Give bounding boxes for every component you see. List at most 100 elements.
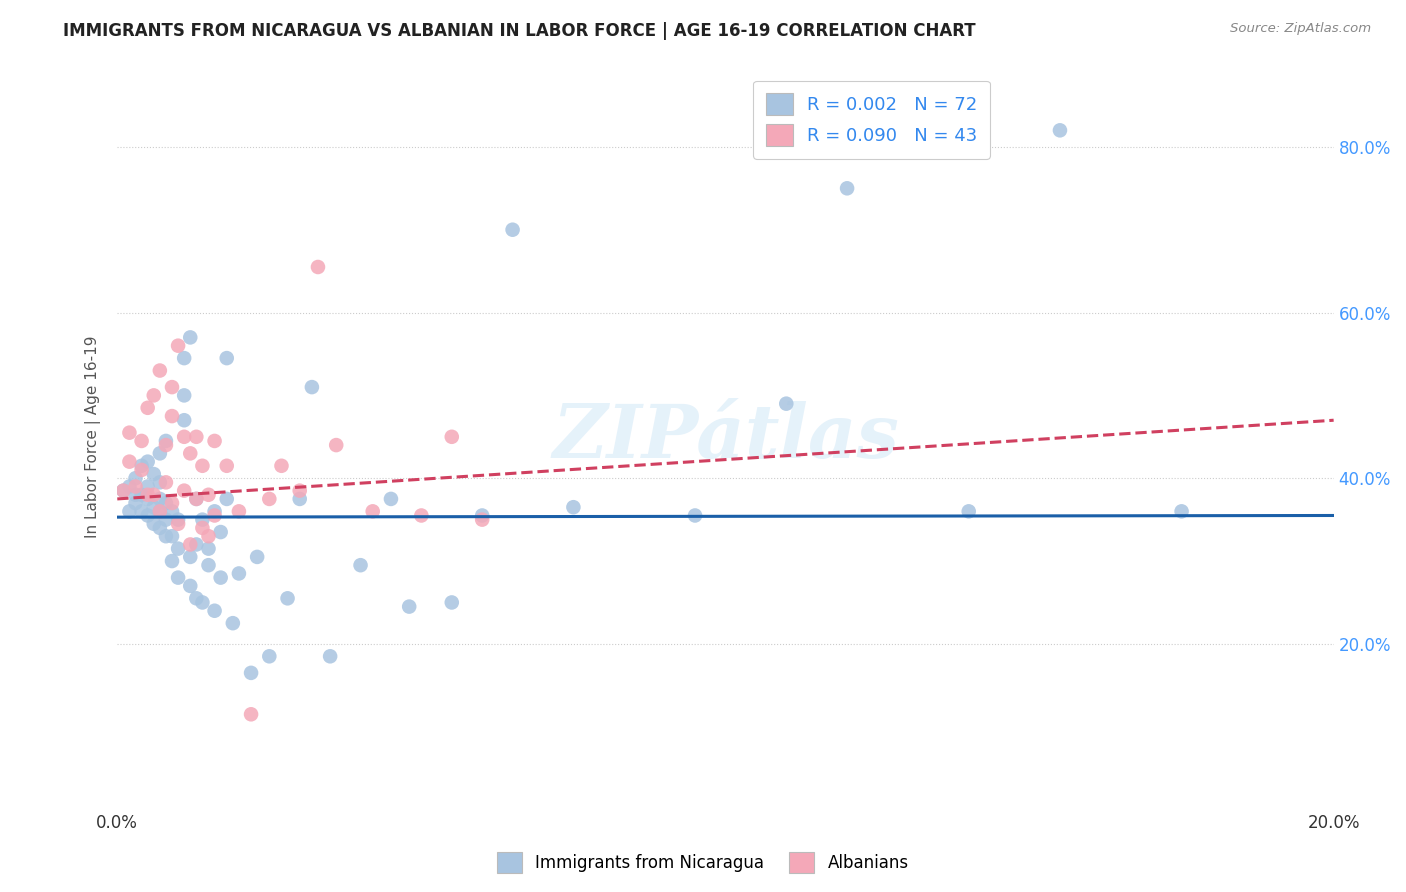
Point [240, 707, 263, 722]
Point [398, 599, 420, 614]
Point [142, 467, 165, 481]
Y-axis label: In Labor Force | Age 16-19: In Labor Force | Age 16-19 [86, 335, 101, 538]
Point [124, 488, 146, 502]
Point [136, 491, 159, 506]
Point [149, 491, 172, 506]
Point [173, 483, 195, 498]
Point [160, 496, 183, 510]
Point [191, 458, 214, 473]
Point [142, 500, 165, 515]
Point [204, 604, 226, 618]
Point [228, 504, 250, 518]
Point [167, 541, 190, 556]
Point [173, 430, 195, 444]
Point [775, 397, 797, 411]
Point [259, 649, 281, 664]
Point [118, 425, 141, 440]
Point [191, 513, 214, 527]
Point [209, 571, 232, 585]
Point [173, 388, 195, 402]
Point [307, 260, 329, 274]
Point [167, 339, 190, 353]
Point [215, 351, 238, 365]
Point [131, 504, 153, 518]
Point [124, 479, 146, 493]
Point [155, 496, 177, 510]
Point [835, 181, 858, 195]
Point [204, 504, 226, 518]
Point [149, 504, 172, 518]
Point [197, 541, 219, 556]
Point [142, 488, 165, 502]
Point [197, 488, 219, 502]
Point [228, 566, 250, 581]
Point [167, 513, 190, 527]
Point [209, 524, 232, 539]
Legend: Immigrants from Nicaragua, Albanians: Immigrants from Nicaragua, Albanians [491, 846, 915, 880]
Point [112, 483, 135, 498]
Point [131, 488, 153, 502]
Point [186, 537, 208, 551]
Point [179, 549, 201, 564]
Point [167, 571, 190, 585]
Point [112, 483, 135, 498]
Point [155, 438, 177, 452]
Text: ZIPátlas: ZIPátlas [553, 401, 898, 473]
Point [325, 438, 347, 452]
Point [160, 504, 183, 518]
Point [179, 330, 201, 344]
Point [319, 649, 342, 664]
Point [349, 558, 371, 573]
Point [1170, 504, 1192, 518]
Point [118, 504, 141, 518]
Point [149, 475, 172, 490]
Point [270, 458, 292, 473]
Point [288, 483, 311, 498]
Point [186, 491, 208, 506]
Point [440, 430, 463, 444]
Point [1049, 123, 1071, 137]
Point [197, 558, 219, 573]
Point [142, 516, 165, 531]
Point [502, 223, 524, 237]
Point [204, 508, 226, 523]
Point [186, 430, 208, 444]
Point [179, 579, 201, 593]
Point [215, 491, 238, 506]
Point [136, 488, 159, 502]
Point [197, 529, 219, 543]
Point [361, 504, 384, 518]
Point [215, 458, 238, 473]
Point [186, 491, 208, 506]
Point [957, 504, 980, 518]
Point [173, 413, 195, 427]
Point [160, 380, 183, 394]
Point [155, 513, 177, 527]
Point [136, 479, 159, 493]
Point [240, 665, 263, 680]
Point [471, 513, 494, 527]
Point [186, 591, 208, 606]
Point [131, 463, 153, 477]
Point [277, 591, 299, 606]
Point [160, 529, 183, 543]
Text: Source: ZipAtlas.com: Source: ZipAtlas.com [1230, 22, 1371, 36]
Point [142, 388, 165, 402]
Point [155, 434, 177, 448]
Point [380, 491, 402, 506]
Point [683, 508, 706, 523]
Point [191, 521, 214, 535]
Point [149, 363, 172, 377]
Point [471, 508, 494, 523]
Legend: R = 0.002   N = 72, R = 0.090   N = 43: R = 0.002 N = 72, R = 0.090 N = 43 [752, 80, 990, 159]
Point [155, 529, 177, 543]
Point [562, 500, 585, 515]
Point [204, 434, 226, 448]
Point [149, 504, 172, 518]
Point [179, 537, 201, 551]
Point [246, 549, 269, 564]
Point [301, 380, 323, 394]
Point [173, 351, 195, 365]
Point [411, 508, 433, 523]
Point [160, 409, 183, 423]
